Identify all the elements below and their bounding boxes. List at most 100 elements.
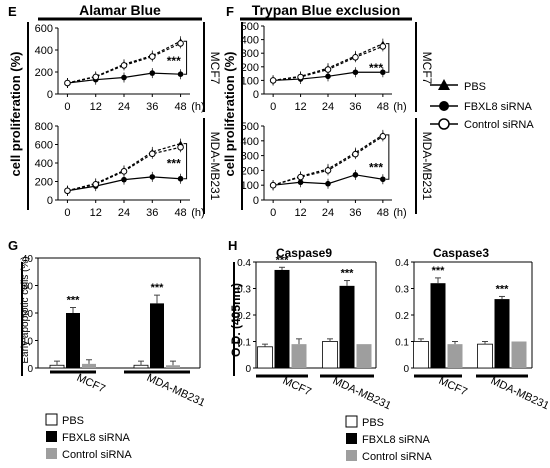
g-category-label-mdamb231: MDA-MB231 <box>145 372 207 409</box>
legend-swatch-control <box>46 448 57 459</box>
h3-category-label-mdamb231: MDA-MB231 <box>489 375 550 412</box>
significance-label: *** <box>167 54 181 68</box>
g-category-label-mcf7: MCF7 <box>75 372 107 396</box>
y-tick-label: 0.4 <box>395 258 409 269</box>
legend-swatch-pbs <box>45 413 58 426</box>
bar <box>339 285 355 368</box>
y-tick-label: 300 <box>241 48 259 60</box>
bar <box>511 341 527 368</box>
bar <box>413 341 429 369</box>
series-line <box>272 134 384 186</box>
x-tick-label: 0 <box>64 207 70 219</box>
data-point <box>120 62 128 69</box>
h-ylabel: O.D. (405nm) <box>229 283 243 357</box>
bar <box>356 344 372 368</box>
data-point <box>149 174 156 180</box>
data-point <box>64 187 71 195</box>
y-tick-label: 10 <box>22 337 34 348</box>
significance-bracket <box>385 43 390 73</box>
legend-pbs-label: PBS <box>464 81 486 93</box>
data-point <box>379 133 387 140</box>
x-tick-label: 36 <box>349 207 361 219</box>
data-point <box>177 143 184 151</box>
significance-label: *** <box>167 157 181 171</box>
data-point <box>352 150 359 158</box>
row-label-f-mcf7: MCF7 <box>420 52 434 85</box>
y-tick-label: 0 <box>27 364 33 375</box>
y-tick-label: 0.4 <box>237 258 251 269</box>
line-legend: PBS FBXL8 siRNA Control siRNA <box>430 79 534 131</box>
y-tick-label: 0 <box>253 89 259 101</box>
triangle-marker-icon <box>438 79 450 90</box>
x-unit-label: (h) <box>191 101 204 113</box>
legend-swatch-pbs <box>345 415 358 428</box>
y-tick-label: 600 <box>35 23 53 35</box>
data-point <box>148 150 156 158</box>
x-tick-label: 24 <box>118 101 130 113</box>
panel-letter-f: F <box>226 4 234 19</box>
series-line <box>272 135 384 186</box>
data-point <box>297 179 304 186</box>
data-point <box>149 70 156 76</box>
y-tick-label: 200 <box>35 177 53 189</box>
bar-chart-h-caspase9: 0 0.1 0.2 0.3 0.4 *** *** <box>237 254 377 375</box>
data-point <box>121 176 127 183</box>
y-tick-label: 0.3 <box>395 285 409 296</box>
bar-legend-g-pbs: PBS <box>62 415 84 427</box>
x-tick-label: 24 <box>322 101 334 113</box>
bar <box>150 303 164 368</box>
bar-legend-g-fbxl8: FBXL8 siRNA <box>62 432 131 444</box>
x-tick-label: 48 <box>377 207 389 219</box>
line-ylabel-e: cell proliferation (%) <box>8 52 23 177</box>
x-tick-label: 0 <box>270 207 276 219</box>
bar <box>477 343 493 369</box>
legend-swatch-control <box>346 450 357 461</box>
y-tick-label: 200 <box>241 165 259 177</box>
filled-circle-marker-icon <box>439 101 449 111</box>
y-tick-label: 300 <box>241 151 259 163</box>
bar <box>322 341 338 369</box>
panel-letter-e: E <box>8 4 17 19</box>
line-chart-e-mcf7: 0 200 400 600 0 12 24 36 48 (h) *** <box>35 23 205 113</box>
significance-label: *** <box>341 268 355 280</box>
y-tick-label: 200 <box>241 62 259 74</box>
significance-label: *** <box>369 160 383 174</box>
x-tick-label: 12 <box>294 101 306 113</box>
line-chart-e-mda-mb231: 0 200 400 600 800 0 12 24 36 48 (h) *** <box>35 121 205 219</box>
data-point <box>92 73 100 81</box>
significance-bracket <box>385 134 390 180</box>
y-tick-label: 100 <box>241 180 259 192</box>
y-tick-label: 0 <box>245 364 251 375</box>
y-tick-label: 20 <box>22 309 34 320</box>
x-tick-label: 48 <box>377 101 389 113</box>
h9-category-label-mcf7: MCF7 <box>281 375 313 399</box>
significance-label: *** <box>276 254 290 266</box>
y-tick-label: 100 <box>241 75 259 87</box>
data-point <box>120 168 128 175</box>
y-tick-label: 0.2 <box>395 311 409 322</box>
bar-legend-h: PBS FBXL8 siRNA Control siRNA <box>345 415 432 463</box>
panel-title-e: Alamar Blue <box>79 2 161 18</box>
bar <box>291 344 307 368</box>
x-tick-label: 0 <box>64 101 70 113</box>
y-tick-label: 0.2 <box>237 311 251 322</box>
y-tick-label: 0.1 <box>237 338 251 349</box>
x-tick-label: 24 <box>322 207 334 219</box>
data-point <box>352 69 359 76</box>
bar-legend-g: PBS FBXL8 siRNA Control siRNA <box>45 413 132 461</box>
x-tick-label: 12 <box>90 101 102 113</box>
y-tick-label: 200 <box>35 67 53 79</box>
bar <box>494 299 510 368</box>
x-tick-label: 48 <box>174 207 186 219</box>
bar <box>49 364 65 369</box>
data-point <box>324 66 332 73</box>
data-point <box>177 40 184 47</box>
bar-legend-h-pbs: PBS <box>362 417 384 429</box>
x-tick-label: 36 <box>146 207 158 219</box>
data-point <box>380 69 386 76</box>
significance-label: *** <box>496 283 510 295</box>
y-tick-label: 400 <box>241 35 259 47</box>
x-tick-label: 12 <box>294 207 306 219</box>
